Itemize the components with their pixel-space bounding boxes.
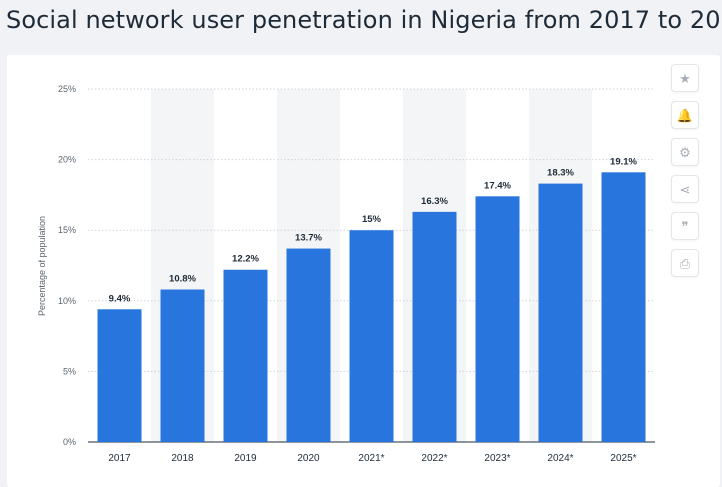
favorite-button[interactable]: ★ — [671, 64, 699, 92]
share-icon: ⋖ — [679, 181, 691, 197]
printer-icon: ⎙ — [679, 255, 691, 271]
quote-icon: ❞ — [681, 218, 689, 234]
y-tick-label: 0% — [63, 437, 76, 447]
star-icon: ★ — [679, 70, 691, 86]
bar-value-label: 12.2% — [232, 254, 259, 265]
notification-button[interactable]: 🔔 — [671, 101, 699, 129]
bar-value-label: 13.7% — [295, 233, 322, 244]
bar-value-label: 15% — [362, 214, 382, 225]
settings-button[interactable]: ⚙ — [671, 138, 699, 166]
cite-button[interactable]: ❞ — [671, 212, 699, 240]
bar[interactable] — [286, 248, 331, 442]
bar[interactable] — [160, 289, 205, 442]
y-tick-label: 5% — [63, 366, 76, 376]
bar[interactable] — [223, 269, 268, 442]
print-button[interactable]: ⎙ — [671, 249, 699, 277]
bar-value-label: 16.3% — [421, 196, 448, 207]
x-tick-label: 2018 — [171, 453, 194, 464]
x-tick-label: 2023* — [484, 453, 510, 464]
x-tick-label: 2022* — [421, 453, 447, 464]
x-tick-label: 2019 — [234, 453, 257, 464]
x-tick-label: 2024* — [547, 453, 573, 464]
bar[interactable] — [97, 309, 142, 442]
chart-toolbar: ★ 🔔 ⚙ ⋖ ❞ ⎙ — [671, 64, 701, 286]
share-button[interactable]: ⋖ — [671, 175, 699, 203]
bar[interactable] — [349, 230, 394, 442]
bar[interactable] — [538, 183, 583, 442]
x-tick-label: 2017 — [108, 453, 131, 464]
bar-value-label: 9.4% — [109, 293, 131, 304]
x-tick-label: 2020 — [297, 453, 320, 464]
x-tick-label: 2025* — [610, 453, 636, 464]
y-tick-label: 15% — [58, 225, 76, 235]
y-tick-label: 25% — [58, 84, 76, 94]
gear-icon: ⚙ — [679, 144, 691, 160]
bar-value-label: 10.8% — [169, 274, 196, 285]
bar[interactable] — [412, 211, 457, 442]
y-tick-label: 10% — [58, 296, 76, 306]
page-title: Social network user penetration in Niger… — [6, 6, 722, 34]
bar[interactable] — [601, 172, 646, 443]
y-tick-label: 20% — [58, 155, 76, 165]
bar[interactable] — [475, 196, 520, 442]
bar-value-label: 17.4% — [484, 180, 511, 191]
x-tick-label: 2021* — [358, 453, 384, 464]
bar-value-label: 18.3% — [547, 168, 574, 179]
y-axis-title: Percentage of population — [37, 216, 47, 316]
bell-icon: 🔔 — [676, 107, 694, 123]
bar-value-label: 19.1% — [610, 156, 637, 167]
